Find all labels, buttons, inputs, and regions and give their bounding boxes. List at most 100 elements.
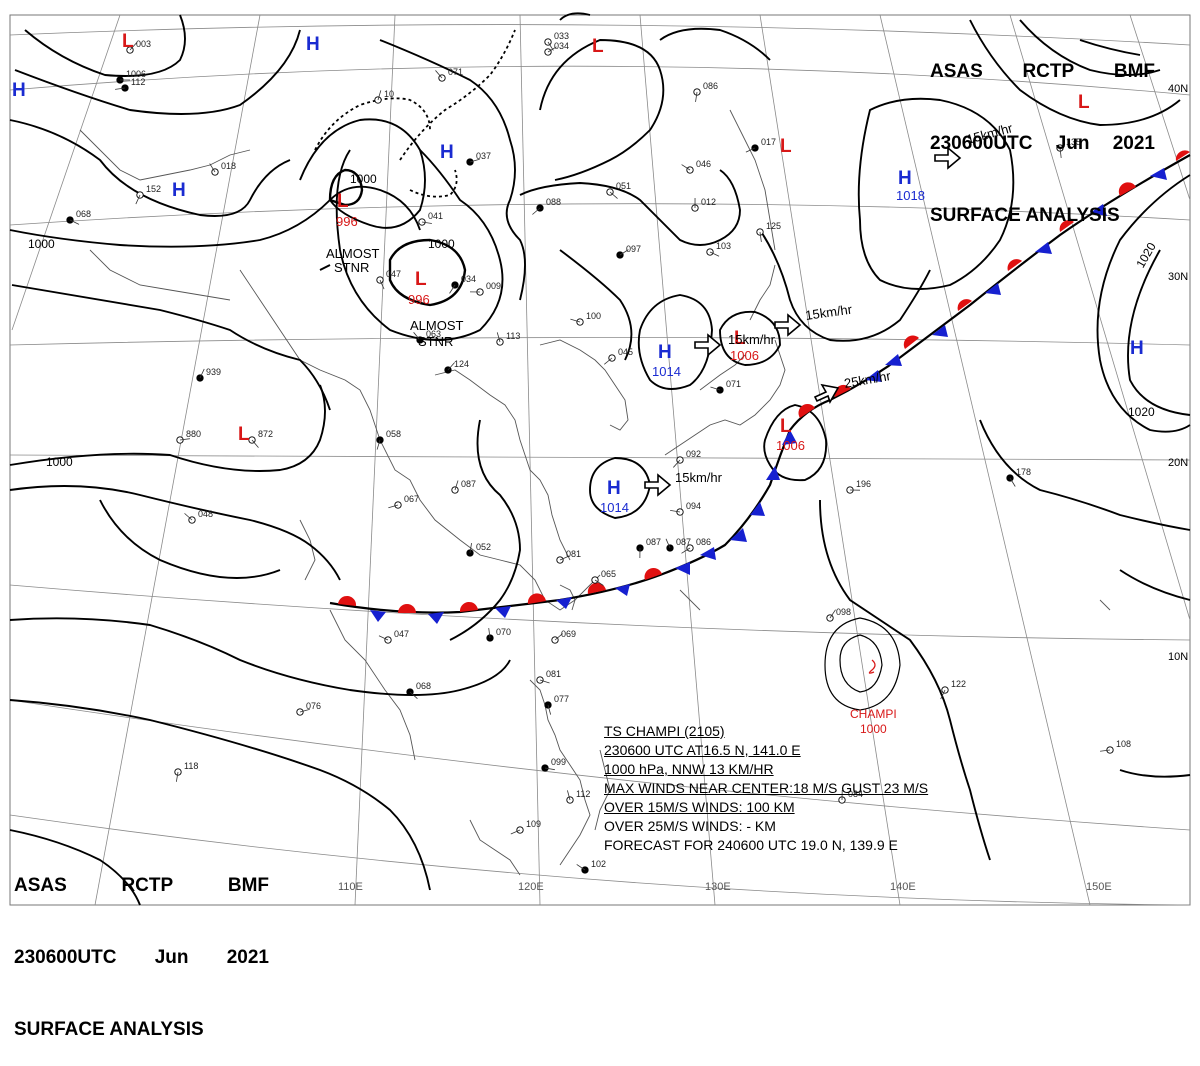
low-center-value: 1006 [776, 438, 805, 453]
low-center-value: 996 [408, 292, 430, 307]
station-pressure: 100 [586, 311, 601, 321]
station-pressure: 086 [703, 81, 718, 91]
station-pressure: 068 [76, 209, 91, 219]
station-pressure: 069 [561, 629, 576, 639]
isobar-label: 1020 [1128, 405, 1155, 419]
lat-label: 40N [1168, 83, 1188, 95]
high-center-letter: H [12, 80, 26, 101]
station-pressure: 880 [186, 429, 201, 439]
header-line-1: ASAS RCTP BMF [14, 874, 269, 898]
station-pressure: 124 [454, 359, 469, 369]
header-title: SURFACE ANALYSIS [930, 204, 1155, 228]
station-pressure: 071 [726, 379, 741, 389]
station-pressure: 051 [616, 181, 631, 191]
typhoon-info-line: 230600 UTC AT16.5 N, 141.0 E [604, 741, 928, 760]
low-center-letter: L [415, 269, 427, 290]
station-pressure: 048 [198, 509, 213, 519]
station-pressure: 065 [601, 569, 616, 579]
station-pressure: 094 [686, 501, 701, 511]
high-center-letter: H [440, 142, 454, 163]
high-center-letter: H [172, 180, 186, 201]
station-pressure: 087 [461, 479, 476, 489]
lat-label: 10N [1168, 651, 1188, 663]
header-bottom: ASAS RCTP BMF 230600UTC Jun 2021 SURFACE… [14, 826, 269, 1066]
high-center-value: 1014 [600, 500, 629, 515]
station-pressure: 047 [386, 269, 401, 279]
isobar-label: 1000 [28, 237, 55, 251]
high-center-letter: H [607, 478, 621, 499]
header-station: ASAS [930, 60, 983, 84]
header-center: RCTP [121, 874, 173, 898]
annotation-text: STNR [418, 334, 453, 349]
station-pressure: 067 [404, 494, 419, 504]
high-center-value: 1014 [652, 364, 681, 379]
station-pressure: 098 [836, 607, 851, 617]
station-pressure: 052 [476, 542, 491, 552]
station-pressure: 018 [221, 161, 236, 171]
typhoon-info-line: MAX WINDS NEAR CENTER:18 M/S GUST 23 M/S [604, 779, 928, 798]
header-line-2: 230600UTC Jun 2021 [930, 132, 1155, 156]
lat-label: 30N [1168, 271, 1188, 283]
low-center-value: 996 [336, 214, 358, 229]
station-pressure: 081 [546, 669, 561, 679]
station-pressure: 071 [448, 67, 463, 77]
station-pressure: 033 [554, 31, 569, 41]
header-time: 230600UTC [930, 132, 1032, 156]
header-station: ASAS [14, 874, 67, 898]
station-pressure: 041 [428, 211, 443, 221]
station-pressure: 046 [696, 159, 711, 169]
isobar-label: 1000 [428, 237, 455, 251]
isobar-label: 1000 [46, 455, 73, 469]
typhoon-info-line: OVER 25M/S WINDS: - KM [604, 817, 928, 836]
header-code: BMF [228, 874, 269, 898]
station-pressure: 087 [646, 537, 661, 547]
header-title: SURFACE ANALYSIS [14, 1018, 269, 1042]
station-pressure: 017 [761, 137, 776, 147]
lon-label: 150E [1086, 881, 1112, 893]
high-center-value: 1018 [896, 188, 925, 203]
station-pressure: 108 [1116, 739, 1131, 749]
station-pressure: 087 [676, 537, 691, 547]
station-pressure: 112 [131, 77, 145, 87]
low-center-letter: L [780, 416, 792, 437]
annotation-text: ALMOST [326, 246, 380, 261]
high-center-letter: H [306, 34, 320, 55]
lon-label: 120E [518, 881, 544, 893]
station-pressure: 088 [546, 197, 561, 207]
station-pressure: 076 [306, 701, 321, 711]
station-pressure: 872 [258, 429, 273, 439]
station-pressure: 034 [461, 274, 476, 284]
high-center-letter: H [898, 168, 912, 189]
station-pressure: 097 [626, 244, 641, 254]
high-center-letter: H [1130, 338, 1144, 359]
station-pressure: 125 [766, 221, 781, 231]
lon-label: 130E [705, 881, 731, 893]
station-pressure: 077 [554, 694, 569, 704]
station-pressure: 102 [591, 859, 606, 869]
header-line-1: ASAS RCTP BMF [930, 60, 1155, 84]
station-pressure: 099 [551, 757, 566, 767]
header-top: ASAS RCTP BMF 230600UTC Jun 2021 SURFACE… [930, 12, 1155, 252]
typhoon-info-line: FORECAST FOR 240600 UTC 19.0 N, 139.9 E [604, 836, 928, 855]
station-pressure: 122 [951, 679, 966, 689]
lon-label: 140E [890, 881, 916, 893]
low-center-letter: L [780, 136, 792, 157]
station-pressure: 045 [618, 347, 633, 357]
header-month: Jun [155, 946, 189, 970]
station-pressure: 003 [136, 39, 151, 49]
station-pressure: 037 [476, 151, 491, 161]
station-pressure: 112 [576, 789, 590, 799]
station-pressure: 068 [416, 681, 431, 691]
typhoon-info-box: TS CHAMPI (2105) 230600 UTC AT16.5 N, 14… [604, 722, 928, 855]
header-line-2: 230600UTC Jun 2021 [14, 946, 269, 970]
typhoon-info-line: TS CHAMPI (2105) [604, 722, 928, 741]
station-pressure: 092 [686, 449, 701, 459]
station-pressure: 012 [701, 197, 716, 207]
station-pressure: 10 [384, 89, 394, 99]
header-time: 230600UTC [14, 946, 116, 970]
lat-label: 20N [1168, 457, 1188, 469]
lon-label: 110E [338, 881, 363, 893]
station-pressure: 939 [206, 367, 221, 377]
station-pressure: 118 [184, 761, 198, 771]
typhoon-name: CHAMPI [850, 707, 897, 721]
